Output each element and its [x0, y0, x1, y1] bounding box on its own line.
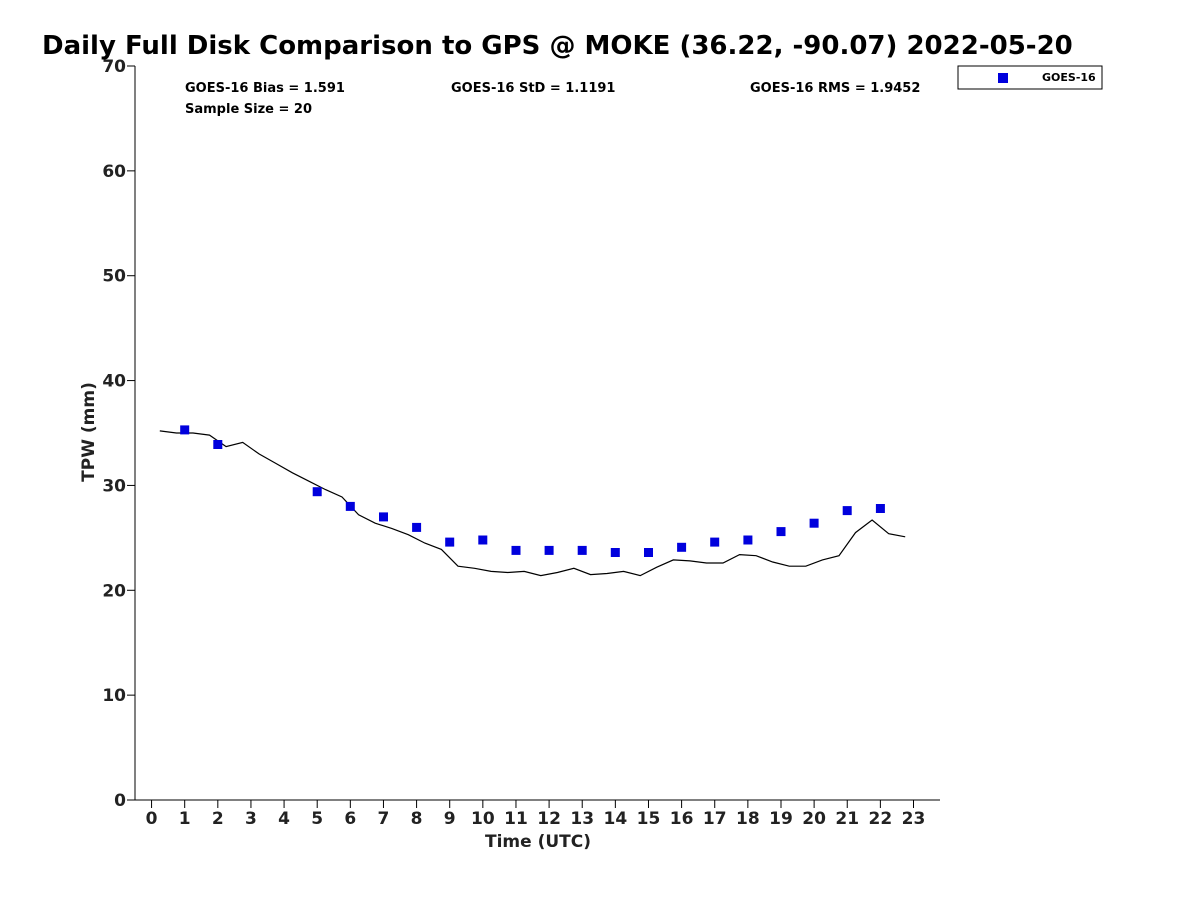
x-tick-label: 14	[604, 809, 628, 829]
x-tick-label: 3	[245, 809, 257, 829]
x-tick-label: 4	[278, 809, 290, 829]
x-tick-label: 18	[736, 809, 760, 829]
x-tick-label: 13	[570, 809, 594, 829]
x-tick-label: 16	[670, 809, 694, 829]
y-tick-label: 40	[102, 372, 126, 392]
goes16-point	[610, 548, 620, 557]
x-tick-label: 1	[179, 809, 191, 829]
x-tick-label: 12	[537, 809, 561, 829]
goes16-point	[412, 522, 422, 532]
goes16-point	[644, 548, 653, 557]
x-tick-label: 2	[212, 809, 224, 829]
legend-label-goes16: GOES-16	[1042, 71, 1096, 84]
goes16-point	[776, 527, 786, 537]
x-tick-label: 11	[504, 809, 528, 829]
goes16-point	[213, 440, 223, 449]
goes16-point	[577, 545, 587, 555]
x-tick-label: 10	[471, 809, 495, 829]
goes16-point	[875, 504, 885, 513]
x-axis-label: Time (UTC)	[485, 832, 591, 852]
x-tick-label: 17	[703, 809, 727, 829]
goes16-point	[511, 545, 521, 555]
y-axis-label: TPW (mm)	[79, 382, 99, 482]
stat-bias: GOES-16 Bias = 1.591	[185, 81, 345, 96]
y-tick-label: 70	[102, 57, 126, 77]
stat-std: GOES-16 StD = 1.1191	[451, 81, 615, 96]
x-tick-label: 8	[411, 809, 423, 829]
x-tick-label: 0	[146, 809, 158, 829]
line-layer	[159, 430, 906, 577]
goes16-point	[544, 545, 554, 555]
x-tick-label: 5	[311, 809, 323, 829]
y-tick-label: 60	[102, 162, 126, 182]
chart-title: Daily Full Disk Comparison to GPS @ MOKE…	[42, 31, 1073, 61]
stat-sample-size: Sample Size = 20	[185, 102, 312, 117]
goes16-point	[379, 512, 388, 522]
goes16-point	[345, 501, 355, 511]
x-tick-label: 7	[378, 809, 390, 829]
x-tick-label: 22	[869, 809, 893, 829]
x-tick-label: 20	[802, 809, 826, 829]
axes	[134, 66, 940, 801]
y-tick-label: 10	[102, 686, 126, 706]
x-tick-label: 19	[769, 809, 793, 829]
x-tick-label: 6	[344, 809, 356, 829]
goes16-point	[312, 487, 322, 497]
goes16-point	[478, 535, 488, 545]
point-layer	[180, 425, 885, 557]
x-tick-label: 9	[444, 809, 456, 829]
y-tick-label: 20	[102, 581, 126, 601]
goes16-point	[180, 425, 190, 435]
goes16-point	[677, 542, 687, 552]
y-tick-label: 50	[102, 267, 126, 287]
goes16-point	[743, 535, 753, 545]
legend: GOES-16	[957, 65, 1103, 90]
x-ticks: 0 1 2 3 4 5 6 7 8 9 10 11 12 13 14 15 16 17 18 19 20 21 22 23	[146, 800, 926, 829]
goes16-point	[445, 537, 455, 547]
x-tick-label: 23	[902, 809, 926, 829]
x-tick-label: 21	[835, 809, 859, 829]
goes16-point	[809, 518, 819, 528]
gps-series-line	[159, 430, 906, 577]
stat-rms: GOES-16 RMS = 1.9452	[750, 81, 920, 96]
legend-marker-goes16	[998, 73, 1008, 83]
goes16-point	[842, 506, 852, 516]
x-tick-label: 15	[637, 809, 661, 829]
y-ticks: 0 10 20 30 40 50 60 70	[102, 57, 135, 811]
y-tick-label: 0	[114, 791, 126, 811]
legend-box	[957, 65, 1103, 90]
y-tick-label: 30	[102, 476, 126, 496]
goes16-point	[710, 537, 720, 547]
